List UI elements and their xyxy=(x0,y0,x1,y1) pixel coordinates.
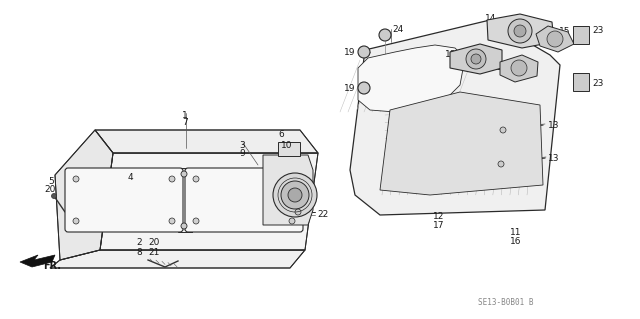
Polygon shape xyxy=(536,26,574,52)
Circle shape xyxy=(193,176,199,182)
Text: 6: 6 xyxy=(278,130,284,139)
Circle shape xyxy=(508,19,532,43)
Circle shape xyxy=(289,176,295,182)
Text: 23: 23 xyxy=(592,79,604,88)
Text: 5: 5 xyxy=(48,177,54,186)
Circle shape xyxy=(181,223,187,229)
Polygon shape xyxy=(50,250,305,268)
Circle shape xyxy=(169,176,175,182)
Circle shape xyxy=(358,82,370,94)
Text: 13: 13 xyxy=(548,121,559,130)
Text: 18: 18 xyxy=(445,50,456,59)
Polygon shape xyxy=(450,44,502,74)
Polygon shape xyxy=(263,155,313,225)
Text: 9: 9 xyxy=(239,149,244,158)
Text: 24: 24 xyxy=(392,25,403,34)
Bar xyxy=(573,73,589,91)
Circle shape xyxy=(273,173,317,217)
Text: 8: 8 xyxy=(136,248,141,257)
Text: 20: 20 xyxy=(148,238,159,247)
Text: 10: 10 xyxy=(281,141,292,150)
Polygon shape xyxy=(95,130,318,153)
Circle shape xyxy=(511,60,527,76)
FancyBboxPatch shape xyxy=(185,168,303,232)
Text: 16: 16 xyxy=(510,237,522,246)
Text: SE13-B0B01 B: SE13-B0B01 B xyxy=(478,298,534,307)
Polygon shape xyxy=(350,20,560,215)
Circle shape xyxy=(73,218,79,224)
Circle shape xyxy=(498,161,504,167)
Text: 12: 12 xyxy=(433,212,444,221)
Text: FR.: FR. xyxy=(43,261,61,271)
Polygon shape xyxy=(380,92,543,195)
Text: 13: 13 xyxy=(548,154,559,163)
Text: 22: 22 xyxy=(317,210,328,219)
Circle shape xyxy=(169,218,175,224)
Circle shape xyxy=(379,29,391,41)
Text: 3: 3 xyxy=(239,141,244,150)
Circle shape xyxy=(471,54,481,64)
Circle shape xyxy=(289,218,295,224)
Polygon shape xyxy=(358,45,465,112)
Circle shape xyxy=(500,127,506,133)
Circle shape xyxy=(547,31,563,47)
Circle shape xyxy=(295,209,301,215)
Circle shape xyxy=(281,181,309,209)
Text: 4: 4 xyxy=(128,173,134,182)
Circle shape xyxy=(514,25,526,37)
Text: 17: 17 xyxy=(433,221,445,230)
Text: 20: 20 xyxy=(44,185,56,194)
Circle shape xyxy=(51,194,56,198)
Text: 21: 21 xyxy=(148,248,159,257)
Circle shape xyxy=(358,46,370,58)
Circle shape xyxy=(466,49,486,69)
Circle shape xyxy=(73,176,79,182)
Text: 11: 11 xyxy=(510,228,522,237)
Text: 19: 19 xyxy=(344,84,355,93)
Text: 23: 23 xyxy=(592,26,604,35)
Circle shape xyxy=(193,218,199,224)
Polygon shape xyxy=(500,55,538,82)
Text: 14: 14 xyxy=(485,14,497,23)
Text: 18: 18 xyxy=(496,63,508,72)
Polygon shape xyxy=(55,130,113,260)
Text: 19: 19 xyxy=(344,48,355,57)
Bar xyxy=(573,26,589,44)
FancyBboxPatch shape xyxy=(65,168,183,232)
Text: 1: 1 xyxy=(182,111,188,120)
Polygon shape xyxy=(20,255,55,267)
Bar xyxy=(278,142,300,156)
Text: 15: 15 xyxy=(559,27,570,36)
Circle shape xyxy=(288,188,302,202)
Text: 2: 2 xyxy=(136,238,141,247)
Polygon shape xyxy=(487,14,554,48)
Polygon shape xyxy=(100,153,318,250)
Text: 7: 7 xyxy=(182,118,188,127)
Circle shape xyxy=(181,171,187,177)
